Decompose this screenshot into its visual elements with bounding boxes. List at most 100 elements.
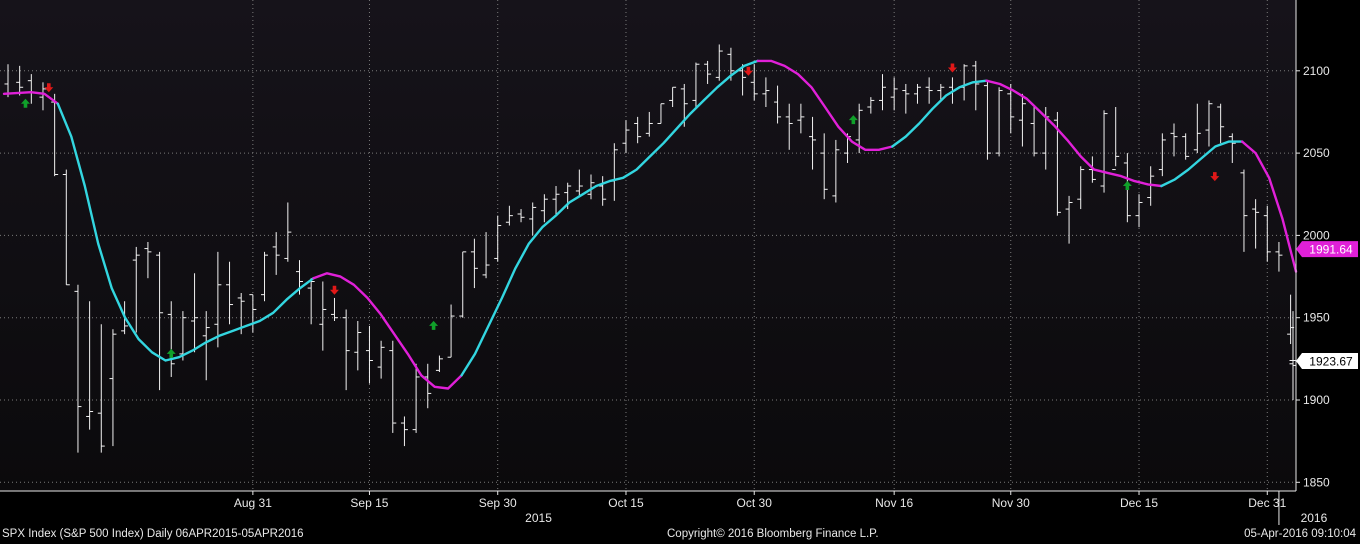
ohlc-bar [62,169,70,286]
ohlc-bar [307,278,315,325]
ma-value-label: 1991.64 [1296,241,1358,258]
ohlc-bar [1135,194,1143,228]
ohlc-bar [1263,205,1271,262]
ohlc-bar [86,301,94,430]
ohlc-bar [517,209,525,223]
ohlc-bar [249,294,257,333]
ohlc-bar [879,74,886,111]
ohlc-bar [226,261,234,325]
signal-down-arrow [1210,172,1220,182]
moving-average-line [2,59,1298,390]
ma-segment-down [2,90,59,105]
ohlc-bar [1240,169,1248,252]
ohlc-bar [412,363,420,433]
ohlc-bar [1018,93,1026,147]
signal-down-arrow [743,66,753,76]
ohlc-bar [1287,294,1295,345]
y-tick-label: 2100 [1303,64,1330,78]
ohlc-bar [435,355,443,373]
ohlc-bar [342,309,350,391]
ohlc-bar [692,62,700,108]
y-tick-label: 2050 [1303,146,1330,160]
ohlc-bar [529,202,537,236]
last-price-label: 1923.67 [1296,353,1358,370]
ohlc-bar [319,281,327,351]
ohlc-bar [704,60,712,84]
ohlc-bar [97,324,105,453]
last-price-label-background [1296,353,1358,370]
ohlc-bar [330,297,338,321]
ohlc-bar [272,232,280,275]
ohlc-bar [470,238,478,289]
ohlc-bar [669,86,677,108]
plot-background [0,0,1296,491]
x-tick-label: Oct 30 [737,496,773,510]
y-tick-label: 1950 [1303,311,1330,325]
signal-up-arrow [166,348,176,358]
ohlc-bar [144,241,152,279]
ohlc-bar [913,83,921,104]
last-price-label-text: 1923.67 [1309,355,1353,369]
gridlines [0,0,1296,491]
ohlc-bar [995,87,1003,157]
ohlc-bar [983,80,991,160]
year-label: 2015 [525,511,552,525]
ma-segment-up [1160,140,1244,188]
signal-up-arrow [848,115,858,125]
ohlc-bar [505,205,513,226]
ma-segment-down [756,59,894,152]
ohlc-bar [1193,103,1201,154]
x-tick-label: Sep 30 [479,496,517,510]
ohlc-bar [1030,107,1038,157]
ohlc-bar [1182,133,1190,160]
ohlc-bar [365,325,373,384]
footer-bar: SPX Index (S&P 500 Index) Daily 06APR201… [0,525,1360,544]
ohlc-bar [494,215,502,262]
ohlc-bar [634,116,642,144]
signal-down-arrow [329,285,339,295]
ohlc-bar [202,311,210,381]
y-tick-label: 2000 [1303,228,1330,242]
ohlc-bar [785,103,793,150]
ohlc-bar [797,103,805,134]
signal-down-arrow [44,83,54,93]
ohlc-bar [1158,133,1166,177]
ohlc-bar [820,133,828,200]
ohlc-bar [552,186,560,216]
signal-up-arrow [1122,181,1132,191]
signal-up-arrow [429,320,439,330]
ohlc-bar [1077,166,1085,210]
ohlc-bar [972,60,980,111]
ohlc-bar [645,111,653,137]
ma-value-label-text: 1991.64 [1309,243,1353,257]
ohlc-bar [750,64,758,101]
ohlc-bar [587,174,595,200]
y-tick-label: 1850 [1303,475,1330,489]
ohlc-bar [599,176,607,206]
y-tick-label: 1900 [1303,393,1330,407]
signal-down-arrow [947,63,957,73]
ohlc-bar [482,232,490,279]
ohlc-bar [739,64,747,96]
ohlc-bar [902,83,910,114]
ohlc-bar [74,284,82,453]
ohlc-bar [156,251,164,391]
ohlc-bar [377,340,385,379]
ohlc-bar [261,251,269,302]
ohlc-bar [354,320,362,371]
x-tick-label: Aug 31 [234,496,272,510]
price-chart: 1850 1900 1950 2000 2050 2100 Aug 31 Sep 15 Sep … [0,0,1358,525]
ma-value-label-background [1296,241,1358,258]
ma-segment-up [891,79,988,148]
ohlc-bar [109,329,117,447]
ohlc-bar [284,202,292,262]
ohlc-bar [1205,100,1213,147]
ohlc-bar [1065,195,1073,244]
ohlc-bar [1275,241,1283,272]
ohlc-bar [715,44,723,81]
axes: 1850 1900 1950 2000 2050 2100 Aug 31 Sep 15 Sep … [0,0,1330,525]
signal-arrows [20,63,1220,358]
ohlc-bar [762,77,770,108]
ohlc-bar [1007,83,1015,134]
ohlc-bar [1217,103,1225,144]
